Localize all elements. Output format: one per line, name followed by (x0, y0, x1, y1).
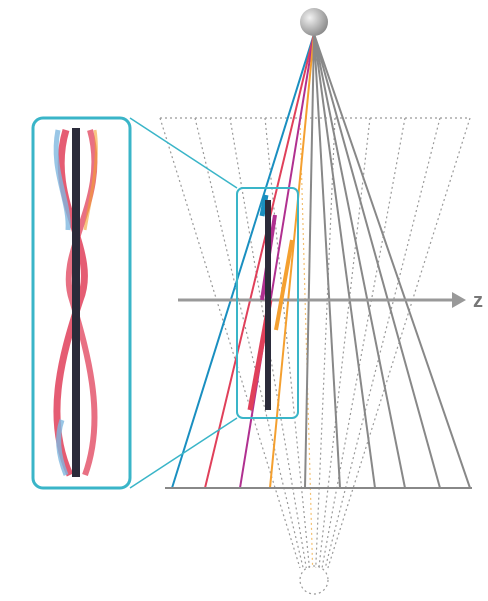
source-sphere (300, 8, 328, 36)
inset-strands (53, 128, 98, 477)
fan-ray (204, 33, 315, 489)
zoom-connector (129, 117, 238, 189)
dotted-focus (299, 565, 329, 595)
fan-ray (313, 33, 406, 489)
axis-label: z (473, 290, 483, 312)
dotted-ray (299, 117, 314, 569)
fan-ray (313, 33, 441, 489)
dotted-rays (159, 117, 471, 569)
fan-ray (313, 33, 471, 489)
fan-ray (171, 33, 315, 489)
dotted-ray (159, 117, 301, 569)
dotted-ray (229, 117, 307, 569)
dotted-ray (324, 117, 441, 569)
dotted-ray (194, 117, 304, 569)
dotted-ray (318, 117, 371, 569)
fan-rays (171, 33, 471, 489)
z-arrow (452, 292, 466, 308)
dotted-ray (321, 117, 406, 569)
dotted-ray (315, 117, 336, 569)
zoom-connector (129, 417, 238, 489)
fan-ray (313, 33, 341, 489)
fan-ray (239, 33, 315, 489)
zoom-box (236, 187, 299, 419)
highlight-segments (247, 194, 294, 411)
dotted-ray (264, 117, 311, 569)
fan-ray (269, 33, 315, 489)
fan-ray (304, 33, 315, 489)
fan-ray (313, 33, 376, 489)
